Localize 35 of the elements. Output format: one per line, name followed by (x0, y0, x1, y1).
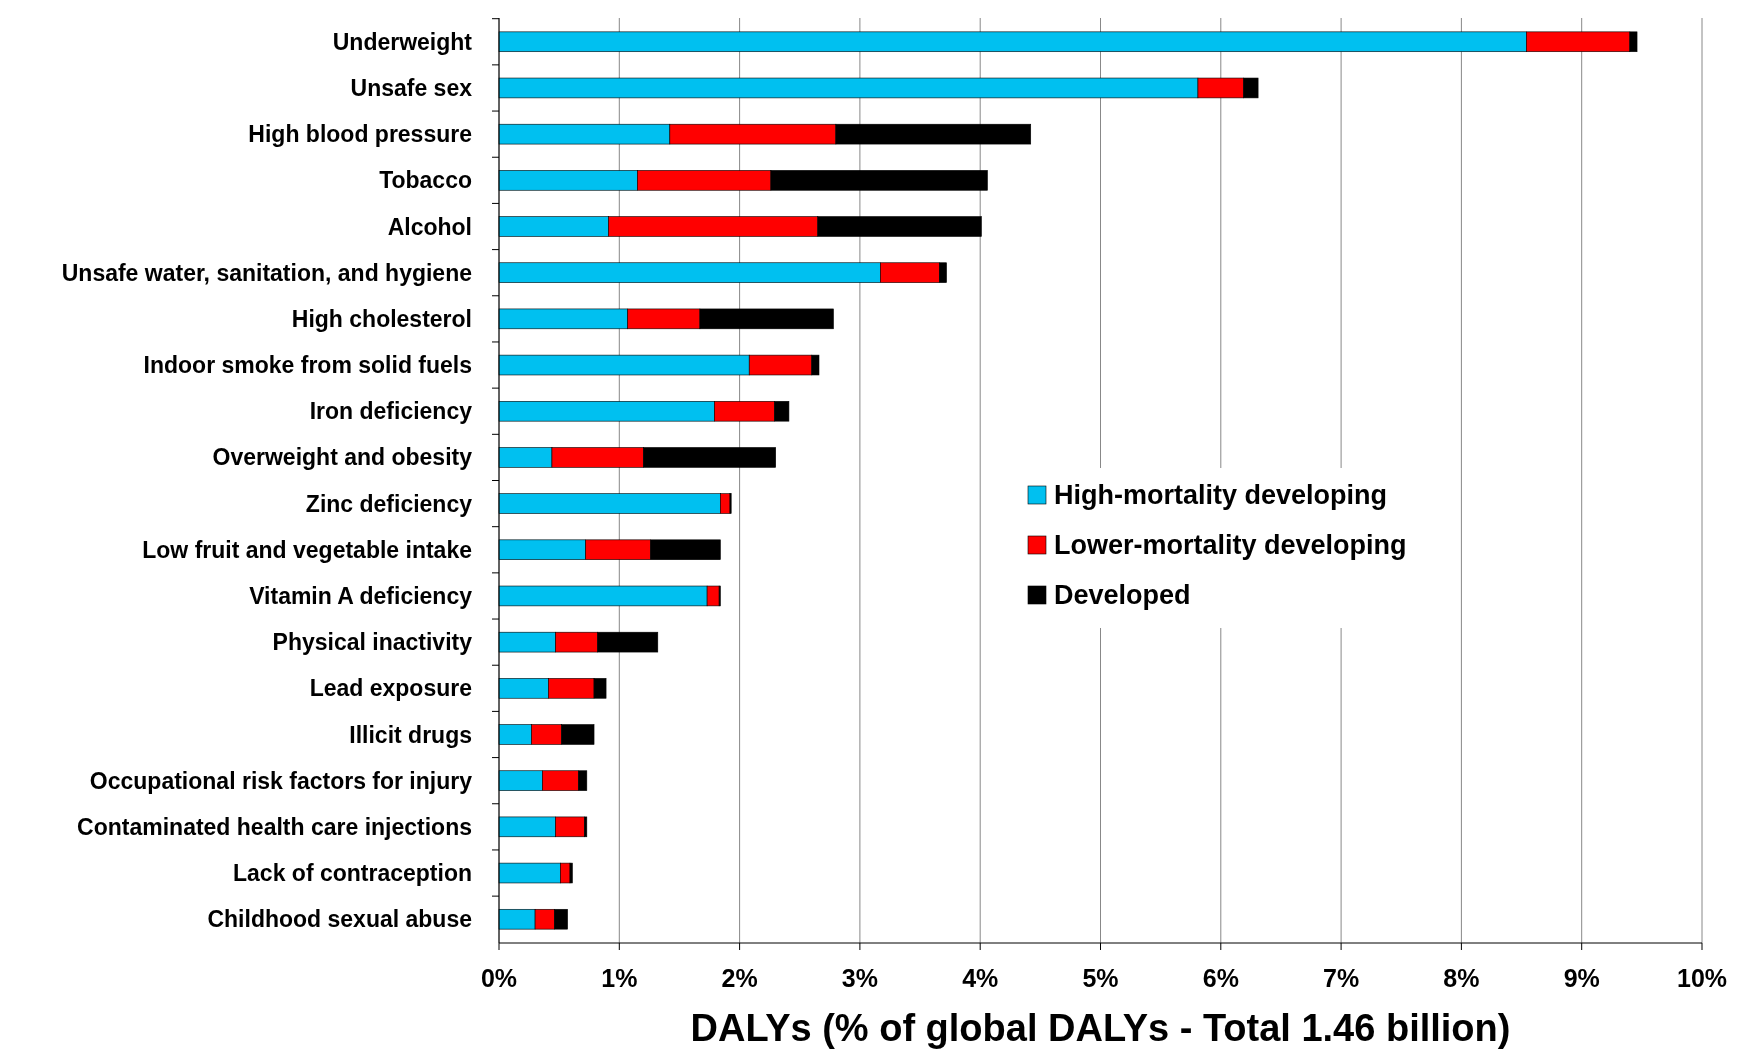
x-tick-label: 9% (1563, 964, 1600, 992)
x-tick-label: 10% (1676, 964, 1728, 992)
y-tick-label: Lack of contraception (233, 860, 472, 887)
legend-label: High-mortality developing (1054, 480, 1388, 511)
y-tick-label: High cholesterol (291, 305, 472, 332)
y-tick-label: Contaminated health care injections (77, 813, 472, 840)
y-tick-label: Physical inactivity (272, 629, 473, 656)
y-tick-label: Zinc deficiency (305, 490, 473, 517)
y-tick-label: Unsafe sex (350, 75, 473, 102)
y-tick-label: Childhood sexual abuse (207, 906, 472, 933)
x-tick-label: 4% (962, 964, 999, 992)
y-tick-label: Tobacco (379, 167, 472, 194)
y-tick-label: Vitamin A deficiency (249, 583, 473, 609)
legend-label: Developed (1054, 580, 1191, 611)
x-tick-label: 8% (1443, 964, 1480, 992)
y-tick-label: Underweight (332, 28, 473, 55)
y-tick-label: Occupational risk factors for injury (89, 767, 473, 794)
x-tick-label: 1% (601, 964, 638, 992)
y-tick-label: Indoor smoke from solid fuels (143, 352, 472, 379)
y-tick-label: Lead exposure (309, 675, 472, 702)
y-tick-label: Illicit drugs (349, 721, 472, 748)
x-tick-label: 7% (1323, 964, 1360, 992)
y-tick-label: Unsafe water, sanitation, and hygiene (61, 259, 472, 286)
x-axis-title: DALYs (% of global DALYs - Total 1.46 billion) (690, 1007, 1511, 1049)
y-tick-label: Overweight and obesity (212, 444, 473, 471)
y-tick-label: High blood pressure (248, 121, 472, 148)
x-tick-label: 5% (1082, 964, 1119, 992)
x-tick-label: 2% (721, 964, 758, 992)
y-tick-label: Alcohol (387, 213, 472, 240)
y-tick-label: Iron deficiency (309, 398, 473, 425)
x-tick-label: 3% (841, 964, 878, 992)
x-tick-label: 6% (1202, 964, 1239, 992)
x-tick-label: 0% (480, 964, 518, 992)
y-tick-label: Low fruit and vegetable intake (142, 536, 472, 563)
legend-label: Lower-mortality developing (1054, 530, 1407, 561)
